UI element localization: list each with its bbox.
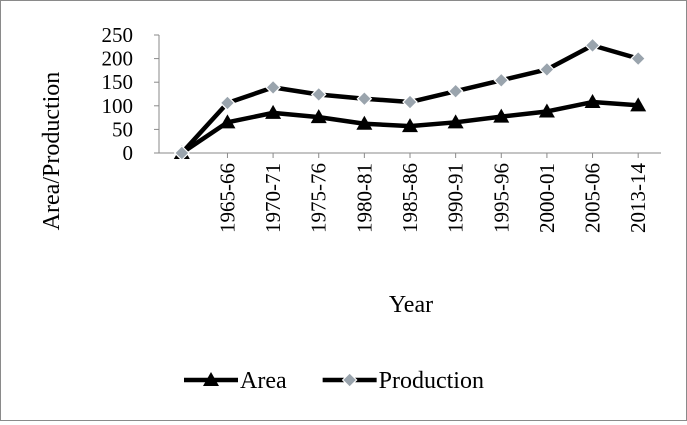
data-point (265, 79, 281, 96)
data-point (493, 72, 510, 89)
data-point (402, 94, 418, 110)
x-tick-label: 1985-86 (398, 163, 422, 233)
y-tick-label: 150 (102, 70, 134, 94)
data-point (173, 145, 190, 161)
data-point (402, 118, 418, 133)
y-tick-label: 100 (102, 94, 134, 118)
x-tick-label: 1965-66 (215, 163, 239, 233)
y-tick-label: 250 (102, 23, 134, 47)
legend: Area Production (184, 368, 484, 394)
data-point (219, 114, 236, 129)
data-point (447, 83, 464, 100)
x-tick-label: 1970-71 (261, 163, 285, 233)
y-tick-label: 200 (102, 47, 134, 71)
x-axis-ticks: 1965-66 1970-71 1975-76 1980-81 1985-86 1990-… (181, 153, 650, 233)
data-point (584, 94, 601, 109)
x-tick-label: 1975-76 (307, 163, 331, 233)
data-point (356, 115, 373, 130)
legend-item-production: Production (322, 368, 484, 394)
axes (158, 35, 661, 154)
x-tick-label: 2005-06 (581, 163, 605, 233)
legend-item-area: Area (184, 368, 287, 394)
data-point (310, 86, 327, 103)
y-axis-title: Area/Production (39, 72, 65, 231)
data-point (493, 108, 510, 123)
x-tick-label: 2013-14 (626, 163, 650, 233)
data-point (584, 37, 601, 54)
x-tick-label: 2000-01 (535, 163, 559, 233)
data-point (219, 95, 236, 111)
x-tick-label: 1980-81 (352, 163, 376, 233)
x-axis-title: Year (389, 292, 433, 318)
data-point (265, 104, 282, 119)
data-point (630, 50, 647, 67)
data-point (539, 61, 555, 78)
y-tick-label: 0 (123, 141, 134, 165)
legend-label: Area (240, 368, 287, 394)
data-point (310, 109, 327, 124)
data-point (538, 103, 555, 118)
data-point (630, 97, 647, 112)
data-point (356, 90, 373, 107)
legend-marker (341, 372, 358, 388)
series-group (173, 37, 647, 161)
legend-label: Production (379, 368, 484, 394)
legend-marker (203, 372, 219, 386)
x-tick-label: 1995-96 (489, 163, 513, 233)
series-production (173, 37, 647, 161)
x-tick-label: 1990-91 (444, 163, 468, 233)
series-area (173, 94, 647, 159)
y-tick-label: 50 (112, 117, 133, 141)
data-point (447, 114, 464, 129)
